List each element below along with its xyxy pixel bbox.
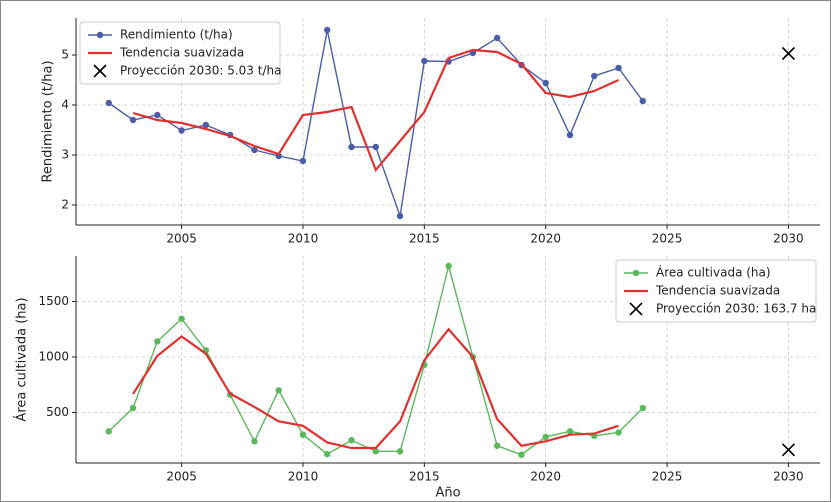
point bbox=[639, 97, 646, 105]
x-tick-label: 2010 bbox=[288, 232, 319, 246]
point bbox=[275, 387, 282, 394]
y-axis-label: Área cultivada (ha) bbox=[14, 297, 30, 421]
point bbox=[105, 99, 112, 107]
point bbox=[178, 127, 185, 134]
x-tick-label: 2020 bbox=[530, 470, 561, 484]
x-tick-label: 2015 bbox=[409, 232, 440, 246]
point bbox=[348, 143, 355, 151]
legend-label: Tendencia suavizada bbox=[119, 46, 244, 60]
legend-marker bbox=[96, 31, 104, 39]
y-tick-label: 1000 bbox=[38, 350, 69, 364]
x-tick-label: 2030 bbox=[773, 470, 804, 484]
point bbox=[781, 46, 796, 61]
y-tick-label: 1500 bbox=[38, 294, 69, 308]
point bbox=[639, 404, 646, 412]
x-tick-label: 2005 bbox=[166, 232, 197, 246]
point bbox=[105, 428, 112, 435]
point bbox=[154, 111, 161, 119]
point bbox=[566, 428, 574, 435]
point bbox=[324, 26, 331, 34]
point bbox=[421, 57, 428, 65]
legend-label: Proyección 2030: 5.03 t/ha bbox=[120, 64, 281, 78]
point bbox=[299, 157, 307, 165]
legend-marker bbox=[629, 302, 643, 316]
legend-label: Tendencia suavizada bbox=[655, 284, 780, 298]
point bbox=[372, 448, 379, 455]
point bbox=[129, 404, 137, 412]
point bbox=[251, 146, 258, 154]
y-tick-label: 500 bbox=[46, 405, 69, 419]
point bbox=[372, 143, 379, 151]
point bbox=[591, 72, 598, 80]
point bbox=[154, 338, 161, 345]
legend-label: Proyección 2030: 163.7 ha bbox=[656, 302, 816, 316]
point bbox=[493, 34, 501, 42]
x-tick-label: 2010 bbox=[288, 470, 319, 484]
point bbox=[324, 450, 331, 458]
x-axis-label: Año bbox=[435, 486, 460, 501]
line bbox=[132, 48, 619, 173]
point bbox=[251, 438, 258, 445]
y-tick-label: 2 bbox=[61, 198, 69, 212]
legend-label: Rendimiento (t/ha) bbox=[120, 28, 233, 42]
x-tick-label: 2030 bbox=[773, 232, 804, 246]
legend-box bbox=[79, 21, 281, 85]
legend-box bbox=[615, 259, 817, 323]
y-tick-label: 3 bbox=[61, 148, 69, 162]
x-tick-label: 2015 bbox=[409, 470, 440, 484]
y-tick-label: 4 bbox=[61, 98, 69, 112]
point bbox=[396, 448, 404, 455]
legend-marker bbox=[93, 64, 107, 78]
point bbox=[348, 437, 355, 444]
point bbox=[542, 433, 549, 441]
point bbox=[518, 451, 525, 458]
legend-marker bbox=[632, 269, 640, 277]
point bbox=[202, 121, 210, 129]
x-tick-label: 2020 bbox=[530, 232, 561, 246]
point bbox=[615, 429, 622, 436]
y-axis-label: Rendimiento (t/ha) bbox=[41, 60, 56, 182]
point bbox=[542, 79, 549, 87]
point bbox=[445, 262, 452, 270]
legend-label: Área cultivada (ha) bbox=[656, 265, 771, 280]
point bbox=[493, 442, 501, 449]
point bbox=[615, 64, 622, 72]
point bbox=[129, 116, 137, 124]
y-tick-label: 5 bbox=[61, 48, 69, 62]
point bbox=[781, 443, 796, 457]
x-tick-label: 2025 bbox=[652, 232, 683, 246]
point bbox=[178, 315, 185, 322]
x-tick-label: 2025 bbox=[652, 470, 683, 484]
point bbox=[299, 431, 307, 438]
point bbox=[566, 131, 574, 139]
line bbox=[132, 327, 619, 450]
x-tick-label: 2005 bbox=[166, 470, 197, 484]
point bbox=[396, 212, 404, 220]
